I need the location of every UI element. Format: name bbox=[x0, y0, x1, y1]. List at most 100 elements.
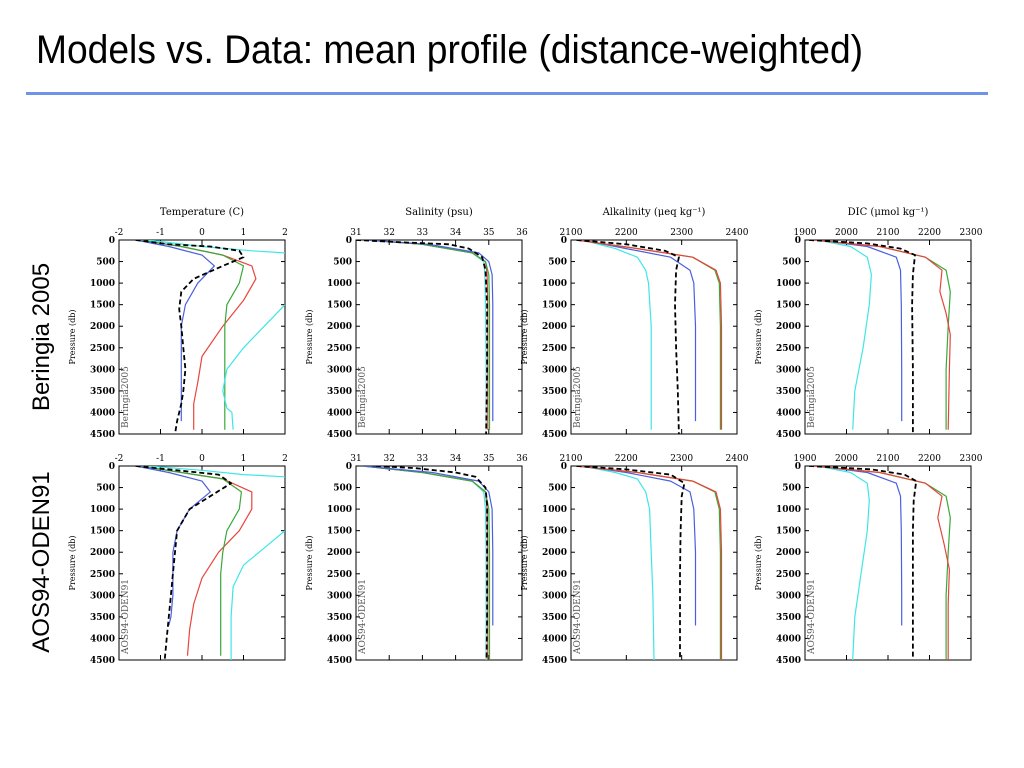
title-underline bbox=[26, 92, 988, 95]
profile-panel: 31 32 33 34 35 36 0 500 1000 1500 2000 2500 3000 3500… bbox=[305, 454, 528, 666]
x-tick-label: -2 bbox=[115, 454, 124, 464]
observed-profile-line bbox=[135, 466, 232, 660]
y-axis-label: Pressure (db) bbox=[754, 310, 763, 365]
model-profile-line-green bbox=[139, 240, 245, 430]
y-tick-label: 2500 bbox=[542, 344, 567, 354]
y-tick-label: 0 bbox=[561, 462, 567, 472]
y-tick-label: 2500 bbox=[90, 570, 115, 580]
model-profile-line-cyan bbox=[148, 466, 285, 478]
y-tick-label: 2000 bbox=[327, 322, 352, 332]
x-tick-label: 33 bbox=[417, 228, 429, 238]
model-profile-line-blue bbox=[135, 240, 215, 422]
model-profile-line-blue bbox=[817, 240, 903, 422]
y-tick-label: 1000 bbox=[542, 505, 567, 515]
y-tick-label: 1000 bbox=[542, 279, 567, 289]
x-tick-label: 32 bbox=[383, 228, 394, 238]
panel-title: DIC (μmol kg⁻¹) bbox=[848, 207, 929, 218]
y-tick-label: 4000 bbox=[776, 408, 801, 418]
profile-panel: 31 32 33 34 35 36 0 500 1000 1500 2000 2500 3000 3500… bbox=[305, 207, 528, 440]
plot-frame bbox=[355, 239, 523, 435]
x-tick-label: 31 bbox=[350, 228, 361, 238]
y-tick-label: 2000 bbox=[776, 548, 801, 558]
model-profile-line-blue bbox=[581, 240, 697, 422]
x-tick-label: 2400 bbox=[726, 228, 749, 238]
panel-dataset-label: AOS94-ODEN91 bbox=[358, 579, 368, 655]
panel-dataset-label: Beringia2005 bbox=[573, 366, 583, 428]
x-tick-label: 2200 bbox=[615, 454, 638, 464]
y-axis-label: Pressure (db) bbox=[305, 536, 314, 591]
y-tick-label: 1000 bbox=[90, 279, 115, 289]
x-tick-label: 36 bbox=[516, 228, 528, 238]
model-profile-line-red bbox=[139, 240, 257, 430]
x-tick-label: 2 bbox=[282, 228, 288, 238]
y-tick-label: 3500 bbox=[90, 387, 115, 397]
y-tick-label: 0 bbox=[346, 462, 352, 472]
x-tick-label: 31 bbox=[350, 454, 361, 464]
x-tick-label: 2200 bbox=[918, 454, 941, 464]
x-tick-label: 2 bbox=[282, 454, 288, 464]
y-tick-label: 4500 bbox=[327, 430, 352, 440]
model-profile-line-blue bbox=[582, 466, 697, 626]
model-profile-line-red bbox=[576, 240, 723, 430]
x-tick-label: -2 bbox=[115, 228, 124, 238]
model-profile-line-green bbox=[139, 466, 242, 656]
panel-dataset-label: AOS94-ODEN91 bbox=[807, 579, 817, 655]
y-axis-label: Pressure (db) bbox=[520, 536, 529, 591]
y-tick-label: 500 bbox=[96, 258, 115, 268]
y-tick-label: 2000 bbox=[90, 322, 115, 332]
y-tick-label: 4000 bbox=[542, 408, 567, 418]
x-tick-label: 34 bbox=[450, 228, 462, 238]
model-profile-line-cyan bbox=[817, 240, 872, 430]
x-tick-label: -1 bbox=[156, 454, 165, 464]
y-tick-label: 1500 bbox=[327, 527, 352, 537]
x-tick-label: 2300 bbox=[670, 454, 693, 464]
model-profile-line-red bbox=[139, 466, 253, 656]
y-tick-label: 1500 bbox=[776, 301, 801, 311]
model-profile-line-red bbox=[813, 466, 950, 660]
y-tick-label: 1500 bbox=[542, 301, 567, 311]
model-profile-line-red bbox=[576, 466, 723, 660]
y-tick-label: 3500 bbox=[327, 613, 352, 623]
y-tick-label: 500 bbox=[548, 484, 567, 494]
x-tick-label: 2000 bbox=[835, 228, 858, 238]
y-tick-label: 4500 bbox=[542, 656, 567, 666]
y-tick-label: 3500 bbox=[542, 387, 567, 397]
model-profile-line-blue bbox=[362, 466, 494, 626]
model-profile-line-cyan bbox=[222, 304, 285, 430]
model-profile-line-cyan bbox=[817, 466, 870, 660]
y-tick-label: 0 bbox=[346, 236, 352, 246]
y-tick-label: 500 bbox=[782, 258, 801, 268]
y-tick-label: 2500 bbox=[776, 570, 801, 580]
y-tick-label: 1000 bbox=[327, 505, 352, 515]
y-axis-label: Pressure (db) bbox=[520, 310, 529, 365]
model-profile-line-cyan bbox=[365, 240, 487, 430]
model-profile-line-green bbox=[813, 466, 951, 660]
y-tick-label: 500 bbox=[333, 484, 352, 494]
y-tick-label: 3000 bbox=[90, 591, 115, 601]
y-tick-label: 3500 bbox=[776, 387, 801, 397]
y-axis-label: Pressure (db) bbox=[68, 536, 77, 591]
model-profile-line-red bbox=[362, 466, 489, 660]
model-profile-line-green bbox=[576, 466, 721, 660]
panel-dataset-label: Beringia2005 bbox=[807, 366, 817, 428]
y-tick-label: 3000 bbox=[327, 591, 352, 601]
y-tick-label: 2500 bbox=[776, 344, 801, 354]
x-tick-label: 33 bbox=[417, 454, 429, 464]
y-tick-label: 0 bbox=[795, 236, 801, 246]
x-tick-label: 2200 bbox=[615, 228, 638, 238]
model-profile-line-blue bbox=[365, 240, 494, 422]
plot-frame bbox=[118, 465, 286, 661]
panel-title: Salinity (psu) bbox=[405, 207, 473, 218]
plot-frame bbox=[570, 239, 738, 435]
y-tick-label: 3500 bbox=[542, 613, 567, 623]
profile-panel: 1900 2000 2100 2200 2300 0 500 1000 1500 2000 2500… bbox=[754, 454, 983, 666]
x-tick-label: 2300 bbox=[670, 228, 693, 238]
x-tick-label: 32 bbox=[383, 454, 394, 464]
y-tick-label: 4000 bbox=[327, 408, 352, 418]
y-tick-label: 3000 bbox=[90, 365, 115, 375]
y-tick-label: 500 bbox=[782, 484, 801, 494]
plot-frame bbox=[355, 465, 523, 661]
x-tick-label: 2100 bbox=[877, 454, 900, 464]
y-tick-label: 4500 bbox=[542, 430, 567, 440]
y-axis-label: Pressure (db) bbox=[305, 310, 314, 365]
